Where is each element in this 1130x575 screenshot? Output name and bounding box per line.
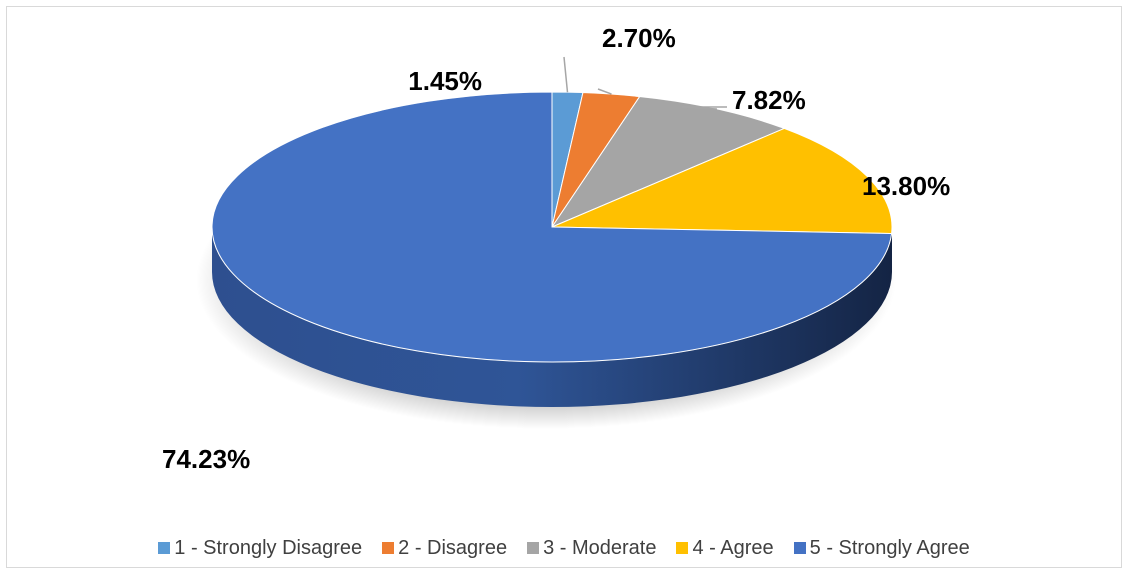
legend-item-strongly-agree: 5 - Strongly Agree	[793, 536, 970, 560]
legend-swatch-strongly-disagree	[158, 542, 171, 554]
legend-item-moderate: 3 - Moderate	[527, 537, 656, 560]
legend-label-agree: 4 - Agree	[692, 536, 774, 559]
data-label-strongly-agree: 74.23%	[162, 444, 250, 474]
pie-slice-strongly-agree	[211, 91, 893, 363]
legend: 1 - Strongly Disagree 2 - Disagree 3 - M…	[7, 533, 1121, 563]
data-label-strongly-disagree: 1.45%	[408, 66, 482, 96]
legend-item-strongly-disagree: 1 - Strongly Disagree	[158, 537, 362, 560]
legend-item-agree: 4 - Agree	[676, 536, 774, 560]
legend-swatch-disagree	[382, 542, 395, 554]
leader-line-moderate	[681, 106, 727, 110]
legend-swatch-strongly-agree	[793, 542, 806, 554]
pie-top-edge	[211, 91, 893, 363]
legend-swatch-moderate	[527, 542, 540, 554]
legend-label-disagree: 2 - Disagree	[398, 536, 508, 559]
leader-line-strongly-disagree	[563, 56, 569, 93]
chart-area: 1.45% 2.70% 7.82% 13.80% 74.23% 1 - Strongly…	[6, 6, 1122, 568]
legend-item-disagree: 2 - Disagree	[382, 537, 507, 560]
legend-label-strongly-agree: 5 - Strongly Agree	[809, 536, 970, 559]
legend-label-moderate: 3 - Moderate	[543, 536, 657, 559]
legend-label-strongly-disagree: 1 - Strongly Disagree	[174, 536, 363, 559]
pie-chart: 1.45% 2.70% 7.82% 13.80% 74.23%	[162, 23, 950, 474]
pie-side-wall	[212, 227, 892, 407]
data-label-disagree: 2.70%	[602, 23, 676, 53]
data-label-moderate: 7.82%	[732, 85, 806, 115]
leader-line-disagree	[597, 88, 612, 95]
data-label-agree: 13.80%	[862, 171, 950, 201]
pie-slice-agree	[551, 127, 893, 235]
legend-swatch-agree	[676, 542, 689, 554]
